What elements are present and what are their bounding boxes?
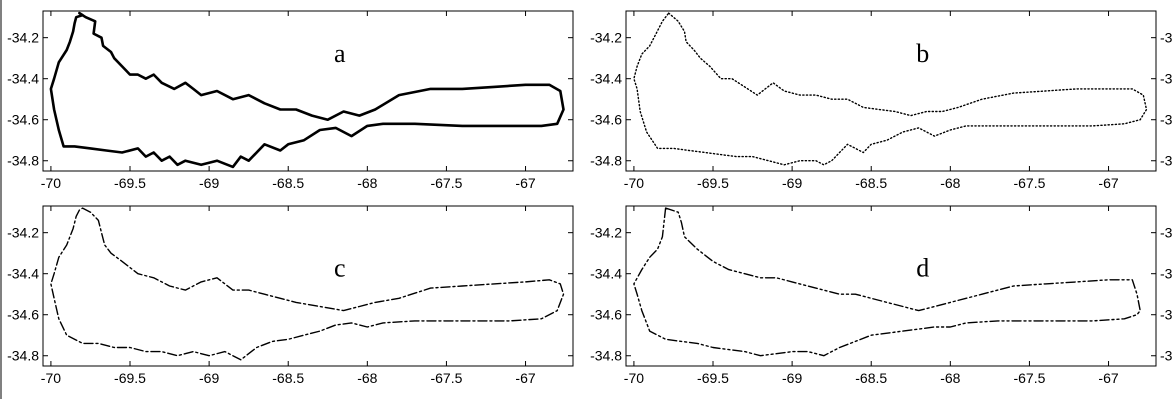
x-tick-label: -68 bbox=[940, 370, 960, 386]
x-tick-label: -67 bbox=[1098, 370, 1118, 386]
x-tick-label: -69.5 bbox=[114, 175, 146, 191]
y-tick-label: -34.2 bbox=[7, 30, 39, 46]
y-tick-label: -34.4 bbox=[7, 71, 39, 87]
x-tick-label: -68 bbox=[357, 175, 377, 191]
x-tick-label: -68 bbox=[940, 175, 960, 191]
x-tick-label: -68.5 bbox=[855, 370, 887, 386]
panel-d: -70 -69.5 -69 -68.5 -68 -67.5 -67 -34.2 -34.2 -34… bbox=[590, 205, 1172, 386]
x-tick-label: -67 bbox=[515, 370, 535, 386]
x-tick-label: -70 bbox=[624, 175, 644, 191]
boundary-line bbox=[50, 207, 565, 361]
y-tick-label: -34.8 bbox=[590, 153, 622, 169]
y-tick-label: -34.6 bbox=[590, 307, 622, 323]
y-tick-label-right: -34.2 bbox=[1160, 225, 1172, 241]
panel-label: c bbox=[334, 253, 346, 282]
plot-frame bbox=[42, 205, 574, 367]
y-tick-label: -34.4 bbox=[590, 71, 622, 87]
y-tick-label-right: -34.2 bbox=[1160, 30, 1172, 46]
y-tick-label: -34.8 bbox=[590, 348, 622, 364]
x-tick-label: -69.5 bbox=[697, 175, 729, 191]
y-tick-label: -34.2 bbox=[590, 30, 622, 46]
x-tick-label: -67.5 bbox=[1013, 175, 1045, 191]
x-tick-label: -70 bbox=[41, 370, 61, 386]
boundary-line bbox=[49, 11, 565, 169]
x-tick-label: -67.5 bbox=[430, 370, 462, 386]
plot-frame bbox=[625, 10, 1157, 172]
y-tick-label: -34.6 bbox=[590, 112, 622, 128]
x-tick-label: -69.5 bbox=[697, 370, 729, 386]
y-tick-label: -34.8 bbox=[7, 348, 39, 364]
boundary-line bbox=[633, 12, 1148, 166]
y-tick-label: -34.2 bbox=[590, 225, 622, 241]
x-tick-label: -67.5 bbox=[430, 175, 462, 191]
x-tick-label: -69.5 bbox=[114, 370, 146, 386]
y-tick-label-right: -34.6 bbox=[1160, 112, 1172, 128]
y-tick-label: -34.6 bbox=[7, 307, 39, 323]
y-tick-label-right: -34.4 bbox=[1160, 71, 1172, 87]
panel-label: d bbox=[916, 253, 929, 282]
y-tick-label: -34.4 bbox=[7, 266, 39, 282]
x-tick-label: -70 bbox=[624, 370, 644, 386]
y-tick-label: -34.2 bbox=[7, 225, 39, 241]
x-tick-label: -67 bbox=[1098, 175, 1118, 191]
plot-frame bbox=[625, 205, 1157, 367]
x-tick-label: -67.5 bbox=[1013, 370, 1045, 386]
y-tick-label-right: -34.8 bbox=[1160, 348, 1172, 364]
panel-b: -70 -69.5 -69 -68.5 -68 -67.5 -67 -34.2 -34.2 -34… bbox=[590, 10, 1172, 191]
x-tick-label: -68.5 bbox=[272, 175, 304, 191]
boundary-line bbox=[633, 207, 1141, 357]
y-tick-label-right: -34.8 bbox=[1160, 153, 1172, 169]
x-tick-label: -68.5 bbox=[855, 175, 887, 191]
panel-label: b bbox=[916, 39, 929, 68]
x-tick-label: -69 bbox=[199, 175, 219, 191]
x-tick-label: -68 bbox=[357, 370, 377, 386]
y-tick-label-right: -34.6 bbox=[1160, 307, 1172, 323]
y-tick-label: -34.4 bbox=[590, 266, 622, 282]
y-tick-label-right: -34.4 bbox=[1160, 266, 1172, 282]
x-tick-label: -69 bbox=[782, 370, 802, 386]
x-tick-label: -69 bbox=[782, 175, 802, 191]
y-tick-label: -34.8 bbox=[7, 153, 39, 169]
panel-c: -70 -69.5 -69 -68.5 -68 -67.5 -67 -34.2 -34.4 -34… bbox=[7, 205, 574, 386]
x-tick-label: -70 bbox=[41, 175, 61, 191]
plot-frame bbox=[42, 10, 574, 172]
panel-a: -70 -69.5 -69 -68.5 -68 -67.5 -67 -34.2 -34.4 -34… bbox=[7, 10, 574, 191]
x-tick-label: -69 bbox=[199, 370, 219, 386]
x-tick-label: -68.5 bbox=[272, 370, 304, 386]
y-tick-label: -34.6 bbox=[7, 112, 39, 128]
panel-label: a bbox=[334, 39, 346, 68]
x-tick-label: -67 bbox=[515, 175, 535, 191]
